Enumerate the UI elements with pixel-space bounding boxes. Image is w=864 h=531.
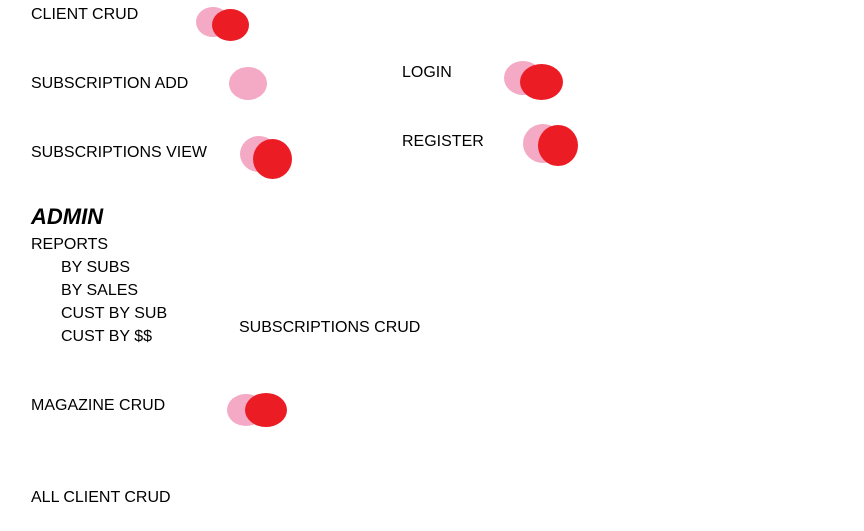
report-cust-by-money[interactable]: CUST BY $$ [61, 328, 153, 345]
admin-heading: ADMIN [31, 204, 104, 229]
subscriptions-view-label[interactable]: SUBSCRIPTIONS VIEW [31, 144, 208, 161]
reports-label[interactable]: REPORTS [31, 236, 109, 253]
subscription-add-label[interactable]: SUBSCRIPTION ADD [31, 75, 189, 92]
all-client-crud-label[interactable]: ALL CLIENT CRUD [31, 489, 171, 506]
toggle-knob [253, 139, 292, 179]
client-crud-label[interactable]: CLIENT CRUD [31, 6, 139, 23]
report-by-subs[interactable]: BY SUBS [61, 259, 131, 276]
login-label[interactable]: LOGIN [402, 64, 452, 81]
toggle-knob [212, 9, 249, 41]
toggle-knob [245, 393, 287, 427]
magazine-crud-label[interactable]: MAGAZINE CRUD [31, 397, 166, 414]
report-cust-by-sub[interactable]: CUST BY SUB [61, 305, 168, 322]
toggle-track [229, 67, 267, 100]
toggle-knob [538, 125, 578, 166]
report-by-sales[interactable]: BY SALES [61, 282, 139, 299]
register-label[interactable]: REGISTER [402, 133, 484, 150]
toggle-knob [520, 64, 563, 100]
subscriptions-crud-label[interactable]: SUBSCRIPTIONS CRUD [239, 319, 421, 336]
